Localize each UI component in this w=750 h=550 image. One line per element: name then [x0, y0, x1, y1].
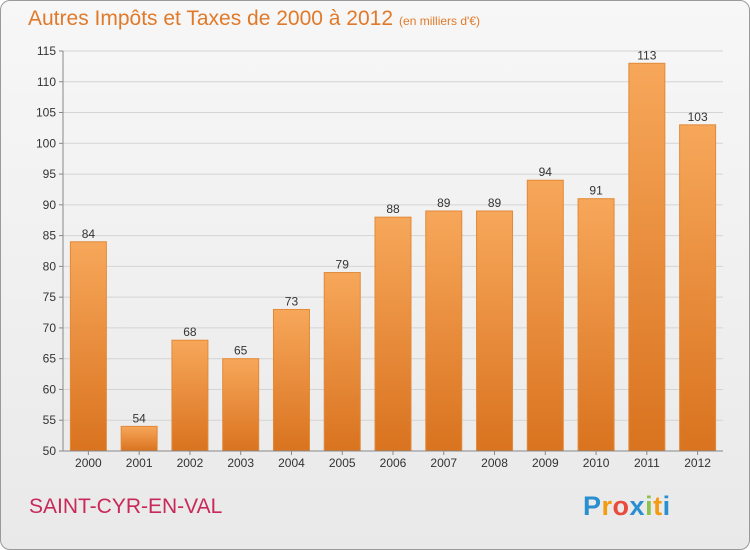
logo-letter: x [629, 491, 646, 521]
commune-name: SAINT-CYR-EN-VAL [29, 495, 223, 518]
logo-letter: t [653, 491, 663, 521]
bar-value-label: 79 [336, 258, 350, 272]
x-tick-label: 2010 [583, 456, 610, 470]
bar-group: 103 [679, 110, 717, 452]
y-tick-label: 100 [36, 136, 56, 150]
bar [679, 124, 717, 452]
bar [476, 210, 514, 452]
bars: 84 54 68 65 73 79 88 89 89 94 91 113 103 [69, 48, 717, 452]
bar-group: 54 [120, 411, 158, 452]
bar-value-label: 68 [183, 325, 197, 339]
x-tick-label: 2002 [177, 456, 204, 470]
bar-value-label: 94 [539, 165, 553, 179]
x-tick-label: 2004 [278, 456, 305, 470]
proxiti-logo: Proxiti [583, 491, 671, 522]
bar-value-label: 54 [132, 411, 146, 425]
y-tick-label: 115 [37, 44, 56, 58]
bar-group: 89 [425, 196, 463, 452]
bar-group: 113 [628, 48, 666, 452]
bar-group: 65 [222, 344, 260, 452]
x-tick-label: 2011 [634, 456, 660, 470]
bar-value-label: 89 [488, 196, 502, 210]
chart-title: Autres Impôts et Taxes de 2000 à 2012 (en… [28, 7, 480, 31]
bar [69, 241, 107, 452]
y-tick-label: 65 [43, 352, 57, 366]
y-tick-label: 55 [43, 413, 57, 427]
x-tick-label: 2008 [481, 456, 508, 470]
y-tick-label: 95 [43, 167, 57, 181]
x-tick-label: 2007 [430, 456, 457, 470]
bar-group: 91 [577, 184, 615, 452]
bar-value-label: 103 [688, 110, 708, 124]
y-tick-label: 50 [43, 444, 57, 458]
y-axis: 50 55 60 65 70 75 80 85 90 95 100 105 110 115 [36, 44, 64, 458]
bar [374, 216, 412, 452]
x-tick-label: 2003 [227, 456, 254, 470]
y-tick-label: 60 [43, 382, 57, 396]
y-tick-label: 75 [43, 290, 57, 304]
bar-group: 89 [476, 196, 514, 452]
bar [425, 210, 463, 452]
bar-value-label: 73 [285, 294, 299, 308]
bar-group: 79 [323, 258, 361, 452]
bar [120, 425, 158, 452]
logo-letter: i [645, 491, 654, 521]
bar [526, 179, 564, 452]
bar-value-label: 89 [437, 196, 451, 210]
bar [577, 198, 615, 452]
x-tick-label: 2012 [684, 456, 711, 470]
bar-value-label: 88 [386, 202, 400, 216]
bar [272, 308, 310, 452]
logo-letter: P [583, 491, 602, 521]
bar-group: 94 [526, 165, 564, 452]
bar [171, 339, 209, 452]
logo-letter: o [612, 491, 630, 521]
bar [222, 358, 260, 452]
y-tick-label: 90 [43, 198, 57, 212]
y-tick-label: 85 [43, 229, 57, 243]
bar-group: 73 [272, 294, 310, 452]
x-tick-label: 2006 [380, 456, 407, 470]
title-text: Autres Impôts et Taxes de 2000 à 2012 [28, 7, 394, 30]
bar-value-label: 65 [234, 344, 248, 358]
bar-value-label: 113 [637, 48, 656, 62]
y-tick-label: 70 [43, 321, 57, 335]
bar-group: 68 [171, 325, 209, 452]
bar [323, 272, 361, 452]
logo-letter: i [662, 491, 671, 521]
bar [628, 62, 666, 452]
x-tick-label: 2005 [329, 456, 356, 470]
title-unit: (en milliers d'€) [399, 14, 481, 28]
logo-letter: r [601, 491, 613, 521]
x-tick-label: 2000 [75, 456, 102, 470]
y-tick-label: 80 [43, 259, 57, 273]
x-tick-label: 2009 [532, 456, 559, 470]
bar-value-label: 91 [589, 184, 603, 198]
bar-group: 84 [69, 227, 107, 452]
y-tick-label: 105 [36, 106, 56, 120]
y-tick-label: 110 [37, 75, 56, 89]
bar-value-label: 84 [82, 227, 96, 241]
x-tick-label: 2001 [126, 456, 153, 470]
x-axis: 2000 2001 2002 2003 2004 2005 2006 2007 2008 2009… [63, 450, 723, 470]
bar-group: 88 [374, 202, 412, 452]
